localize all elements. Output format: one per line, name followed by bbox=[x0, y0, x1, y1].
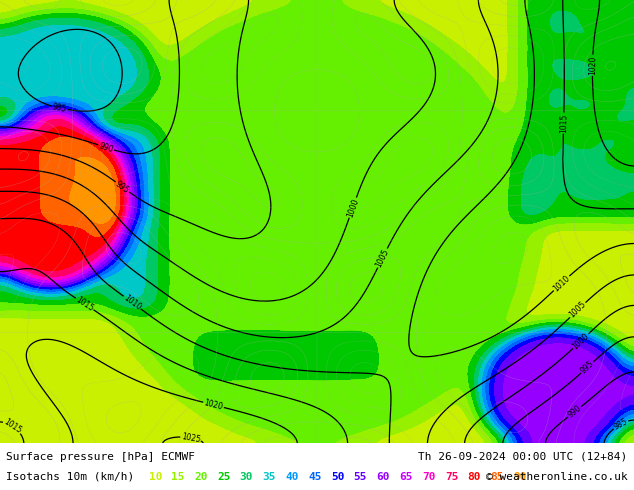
Text: 990: 990 bbox=[566, 404, 583, 420]
Text: 75: 75 bbox=[445, 471, 458, 482]
Text: 1010: 1010 bbox=[552, 273, 572, 293]
Text: 1025: 1025 bbox=[181, 432, 201, 444]
Text: Isotachs 10m (km/h): Isotachs 10m (km/h) bbox=[6, 471, 141, 482]
Text: 50: 50 bbox=[331, 471, 344, 482]
Text: 35: 35 bbox=[262, 471, 276, 482]
Text: 20: 20 bbox=[194, 471, 208, 482]
Text: 85: 85 bbox=[490, 471, 504, 482]
Text: 10: 10 bbox=[148, 471, 162, 482]
Text: 1020: 1020 bbox=[588, 55, 597, 75]
Text: 1005: 1005 bbox=[374, 247, 391, 269]
Text: 55: 55 bbox=[354, 471, 367, 482]
Text: Surface pressure [hPa] ECMWF: Surface pressure [hPa] ECMWF bbox=[6, 452, 195, 462]
Text: 1000: 1000 bbox=[346, 197, 360, 218]
Text: 1015: 1015 bbox=[74, 295, 95, 313]
Text: 985: 985 bbox=[51, 102, 67, 114]
Text: 45: 45 bbox=[308, 471, 321, 482]
Text: 40: 40 bbox=[285, 471, 299, 482]
Text: 995: 995 bbox=[113, 179, 131, 195]
Text: 65: 65 bbox=[399, 471, 413, 482]
Text: 1010: 1010 bbox=[122, 293, 143, 312]
Text: 90: 90 bbox=[513, 471, 527, 482]
Text: 15: 15 bbox=[171, 471, 185, 482]
Text: Th 26-09-2024 00:00 UTC (12+84): Th 26-09-2024 00:00 UTC (12+84) bbox=[418, 452, 628, 462]
Text: 25: 25 bbox=[217, 471, 230, 482]
Text: 1015: 1015 bbox=[559, 113, 568, 133]
Text: © weatheronline.co.uk: © weatheronline.co.uk bbox=[486, 471, 628, 482]
Text: 985: 985 bbox=[612, 416, 629, 432]
Text: 1020: 1020 bbox=[203, 398, 224, 412]
Text: 995: 995 bbox=[579, 359, 596, 376]
Text: 1000: 1000 bbox=[571, 331, 591, 351]
Text: 60: 60 bbox=[377, 471, 390, 482]
Text: 1005: 1005 bbox=[567, 300, 588, 320]
Text: 30: 30 bbox=[240, 471, 253, 482]
Text: 1015: 1015 bbox=[2, 417, 23, 435]
Text: 80: 80 bbox=[467, 471, 481, 482]
Text: 990: 990 bbox=[98, 141, 114, 154]
Text: 70: 70 bbox=[422, 471, 436, 482]
